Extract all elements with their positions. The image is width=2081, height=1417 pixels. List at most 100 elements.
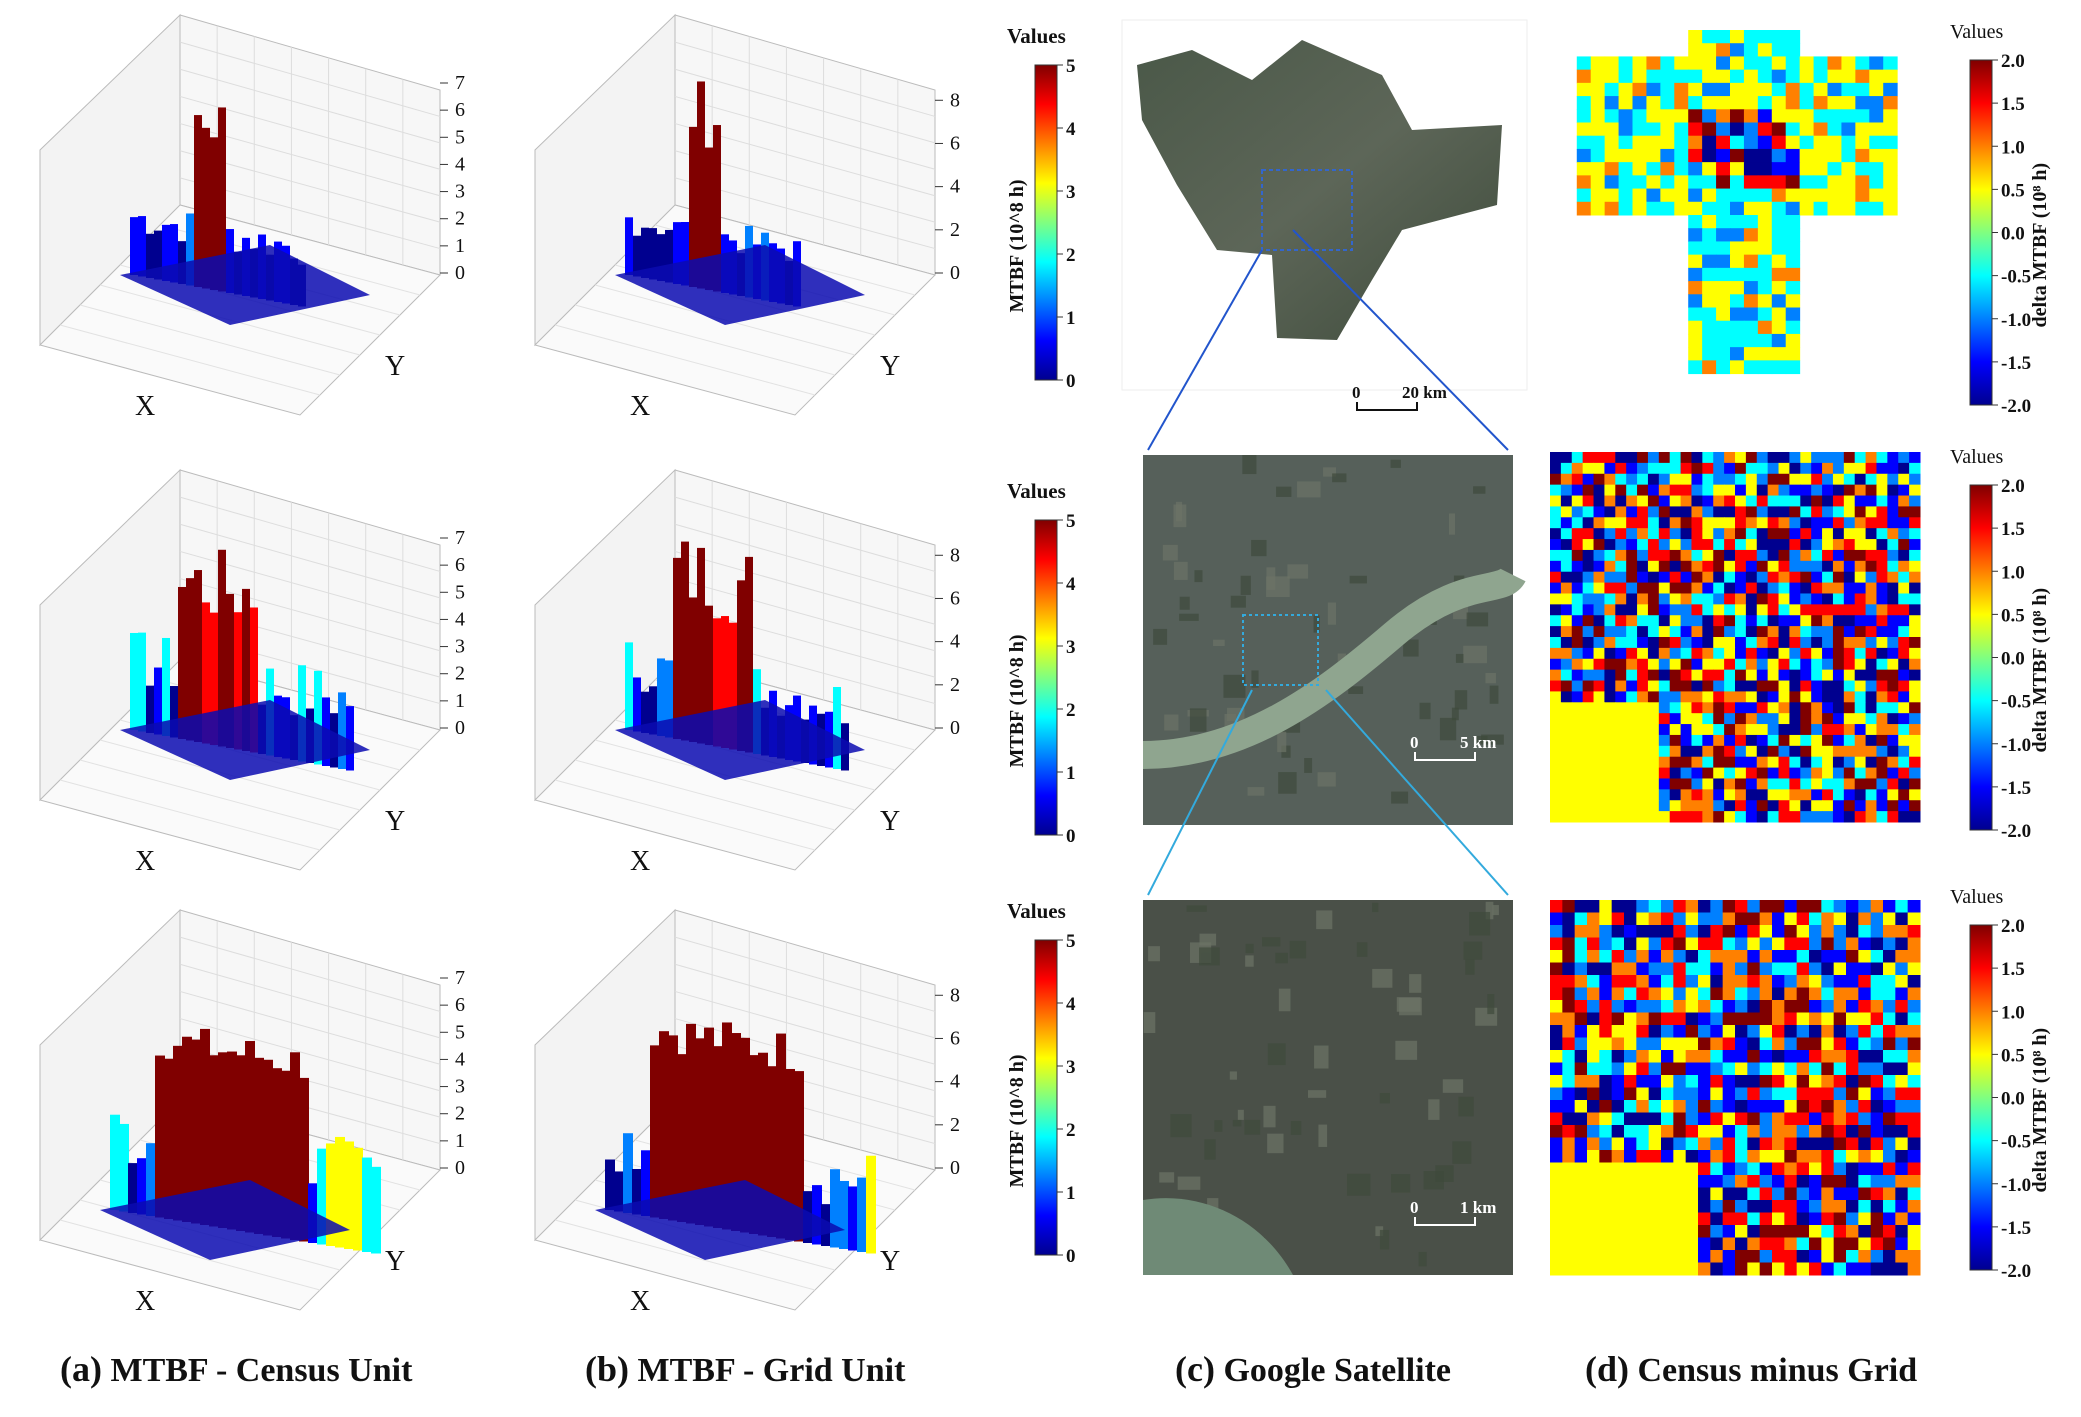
heatmap-cell [1576,188,1592,203]
heatmap-cell [1865,549,1877,562]
heatmap-cell [1800,691,1812,703]
heatmap-cell [1821,1262,1835,1276]
heatmap-cell [1907,1162,1921,1176]
heatmap-cell [1722,1262,1736,1276]
grid-line [179,523,441,599]
heatmap-cell [1796,1062,1810,1076]
heatmap-cell [1702,593,1714,605]
heatmap-cell [1593,495,1605,507]
heatmap-cell [1685,1200,1699,1213]
heatmap-cell [1898,745,1910,758]
surface-base [615,700,865,780]
heatmap-cell [1759,1137,1773,1151]
heatmap-cell [1574,925,1588,938]
heatmap-cell [1574,1225,1588,1238]
heatmap-cell [1789,452,1801,464]
heatmap-cell [1796,1037,1810,1051]
heatmap-cell [1685,1000,1699,1013]
heatmap-cell [1673,1012,1687,1026]
heatmap-cell [1680,702,1692,714]
heatmap-cell [1562,1150,1576,1163]
heatmap-cell [1604,528,1616,540]
heatmap-cell [1833,1087,1847,1101]
heatmap-cell [1560,691,1573,703]
satellite-texture [1307,1090,1327,1098]
heatmap-cell [1865,571,1877,584]
heatmap-cell [1680,560,1692,573]
heatmap-cell [1582,593,1595,605]
heatmap-cell [1785,215,1801,229]
heatmap-cell [1691,745,1703,758]
heatmap-cell [1743,215,1759,229]
heatmap-cell [1843,604,1856,616]
heatmap-cell [1735,626,1747,638]
caption-c-letter: (c) [1175,1349,1215,1389]
heatmap-cell [1907,1225,1921,1238]
heatmap-cell [1611,1175,1625,1188]
heatmap-cell [1772,1187,1785,1201]
surface-bar [632,1168,642,1215]
heatmap-cell [1771,148,1787,163]
heatmap-cell [1767,637,1780,649]
heatmap-cell [1809,975,1822,988]
heatmap-cell [1785,254,1801,269]
heatmap-cell [1716,347,1731,361]
heatmap-cell [1907,1150,1921,1163]
heatmap-cell [1865,637,1877,649]
heatmap-cell [1747,950,1761,963]
heatmap-cell [1772,975,1785,988]
heatmap-cell [1858,925,1872,938]
heatmap-cell [1883,975,1896,988]
heatmap-cell [1822,626,1834,638]
grid-line [179,68,441,144]
heatmap-cell [1710,1062,1724,1076]
heatmap-cell [1574,975,1588,988]
heatmap-cell [1811,658,1823,671]
z-tick-label: 6 [455,994,465,1016]
surface-bar [178,586,186,739]
heatmap-cell [1713,800,1725,812]
heatmap-cell [1636,1125,1650,1138]
grid-line [674,496,936,572]
heatmap-cell [1685,1250,1699,1263]
heatmap-cell [1756,811,1769,823]
heatmap-cell [1604,462,1616,475]
heatmap-cell [1661,1050,1674,1063]
heatmap-cell [1632,148,1647,163]
heatmap-cell [1685,900,1699,913]
heatmap-cell [1647,571,1660,584]
heatmap-cell [1730,122,1745,137]
heatmap-cell [1550,800,1562,812]
heatmap-cell [1895,1025,1909,1038]
heatmap-cell [1743,30,1759,44]
heatmap-cell [1615,473,1627,486]
heatmap-cell [1772,1175,1785,1188]
satellite-texture [1474,735,1488,744]
heatmap-cell [1735,1025,1748,1038]
heatmap-cell [1772,950,1785,963]
heatmap-cell [1702,122,1717,137]
heatmap-cell [1626,593,1638,605]
heatmap-cell [1685,1225,1699,1238]
z-tick-label: 7 [455,72,465,94]
heatmap-cell [1809,1225,1822,1238]
heatmap-cell [1550,767,1562,779]
heatmap-cell [1800,626,1812,638]
surface-bar [128,1163,138,1213]
heatmap-cell [1688,333,1703,348]
heatmap-cell [1688,122,1703,137]
surface-bar [689,597,697,742]
heatmap-cell [1550,734,1562,747]
surface-bar [767,1066,777,1237]
heatmap-cell [1724,615,1736,627]
heatmap-cell [1843,517,1856,529]
heatmap-cell [1757,56,1773,71]
colorbar-tick-label: 0.5 [2001,1045,2025,1066]
heatmap-cell [1673,1075,1687,1088]
heatmap-cell [1767,452,1780,464]
heatmap-cell [1582,734,1595,747]
surface-bar [673,557,681,739]
heatmap-cell [1615,593,1627,605]
heatmap-cell [1624,1087,1637,1101]
